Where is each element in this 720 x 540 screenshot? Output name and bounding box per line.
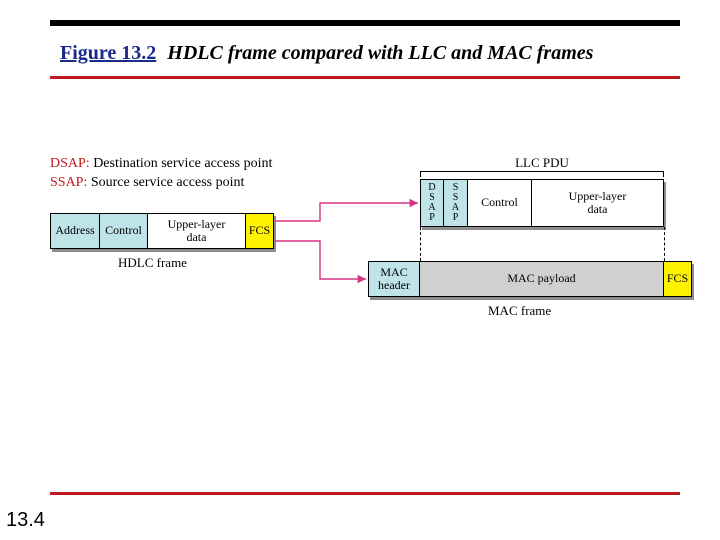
hdlc-data-cell: Upper-layer data bbox=[148, 213, 246, 249]
mac-header-cell: MAC header bbox=[368, 261, 420, 297]
legend-def: Source service access point bbox=[91, 175, 245, 190]
page-number: 13.4 bbox=[6, 509, 45, 532]
llc-data-cell: Upper-layer data bbox=[532, 179, 664, 227]
hdlc-control-cell: Control bbox=[100, 213, 148, 249]
legend-term: SSAP: bbox=[50, 175, 87, 190]
llc-dsap-cell: DSAP bbox=[420, 179, 444, 227]
diagram-area: DSAP: Destination service access point S… bbox=[50, 155, 680, 375]
legend-line: SSAP: Source service access point bbox=[50, 174, 272, 193]
legend-term: DSAP: bbox=[50, 156, 90, 171]
legend-def: Destination service access point bbox=[93, 156, 272, 171]
hdlc-fcs-cell: FCS bbox=[246, 213, 274, 249]
mac-label: MAC frame bbox=[488, 303, 551, 319]
legend: DSAP: Destination service access point S… bbox=[50, 155, 272, 193]
figure-caption: HDLC frame compared with LLC and MAC fra… bbox=[167, 42, 593, 64]
mac-fcs-cell: FCS bbox=[664, 261, 692, 297]
dashed-line-left bbox=[420, 227, 421, 261]
llc-ssap-cell: SSAP bbox=[444, 179, 468, 227]
mac-payload-cell: MAC payload bbox=[420, 261, 664, 297]
figure-title: Figure 13.2 HDLC frame compared with LLC… bbox=[60, 42, 593, 65]
hdlc-label: HDLC frame bbox=[118, 255, 187, 271]
connector-to-mac bbox=[275, 241, 366, 279]
legend-line: DSAP: Destination service access point bbox=[50, 155, 272, 174]
top-black-rule bbox=[50, 20, 680, 26]
red-rule-bottom bbox=[50, 492, 680, 495]
mac-frame: MAC header MAC payload FCS bbox=[368, 261, 692, 297]
dashed-line-right bbox=[664, 227, 665, 261]
figure-label: Figure 13.2 bbox=[60, 42, 156, 64]
hdlc-address-cell: Address bbox=[50, 213, 100, 249]
llc-pdu: DSAP SSAP Control Upper-layer data bbox=[420, 179, 664, 227]
red-rule-top bbox=[50, 76, 680, 79]
connector-to-llc bbox=[275, 203, 418, 221]
llc-control-cell: Control bbox=[468, 179, 532, 227]
llc-bracket bbox=[420, 171, 664, 177]
llc-caption: LLC PDU bbox=[420, 155, 664, 171]
hdlc-frame: Address Control Upper-layer data FCS bbox=[50, 213, 274, 249]
